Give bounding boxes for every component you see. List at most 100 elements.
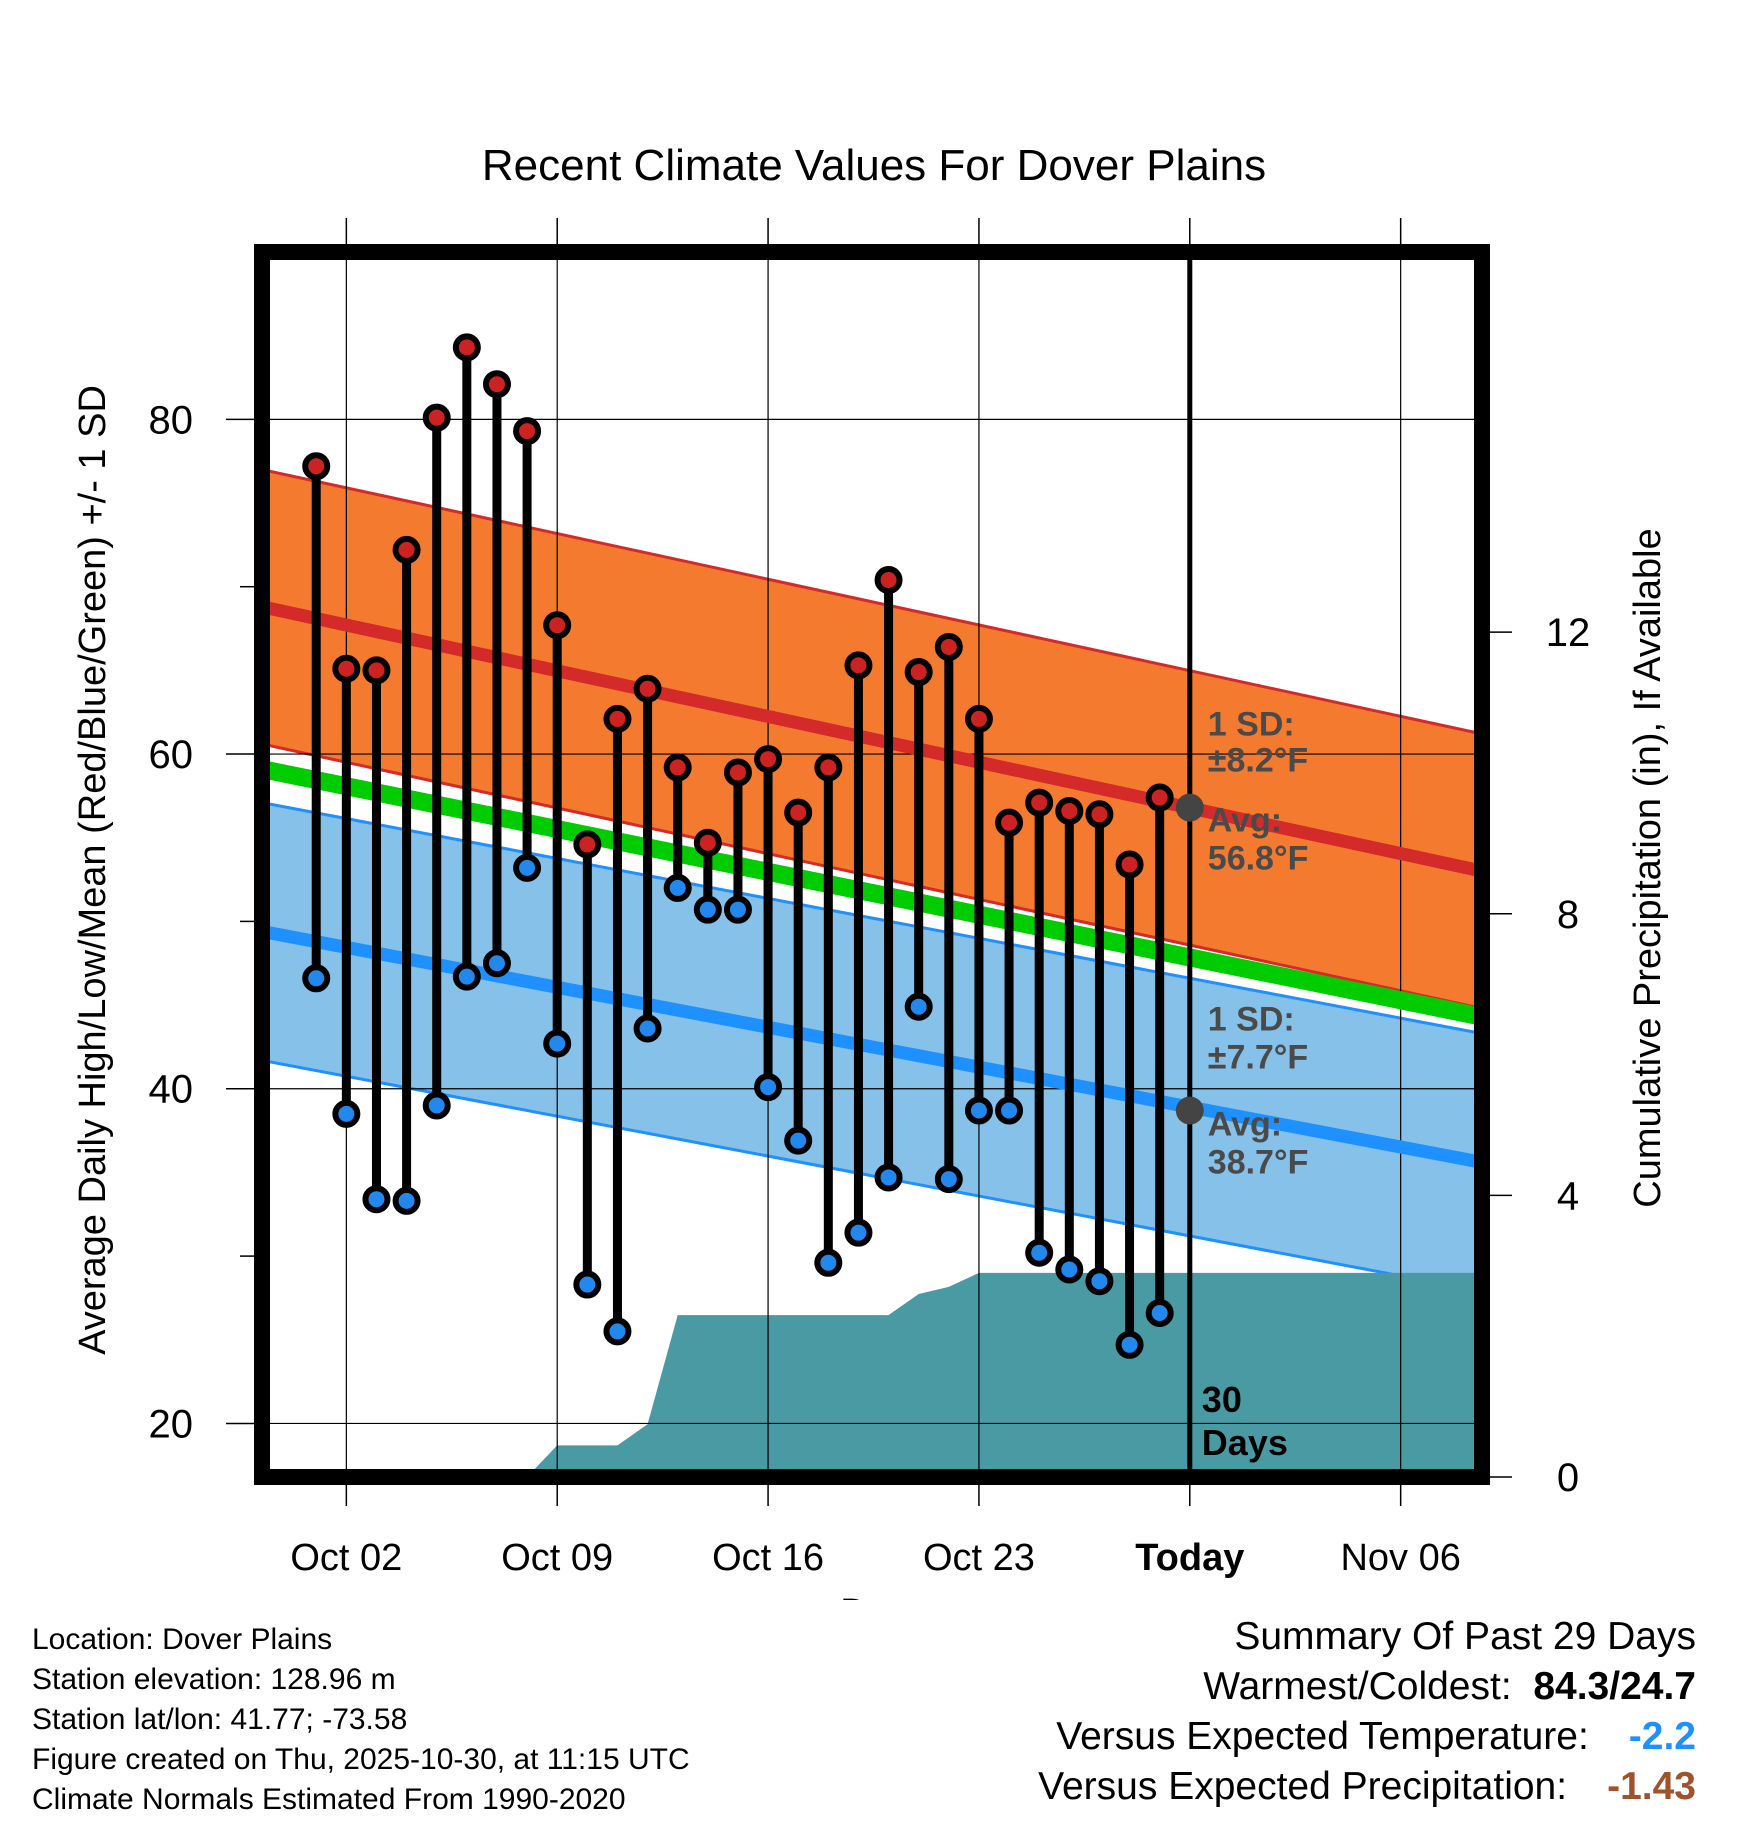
y-tick-label: 80: [149, 398, 194, 442]
low-avg-label: Avg:: [1208, 1106, 1282, 1144]
low-marker: [1145, 1298, 1174, 1327]
low-marker: [964, 1096, 993, 1125]
info-location: Location: Dover Plains: [32, 1623, 333, 1656]
high-marker: [392, 535, 421, 564]
low-marker: [422, 1091, 451, 1120]
high-marker: [754, 745, 783, 774]
low-marker: [482, 949, 511, 978]
x-tick-label: Nov 06: [1340, 1537, 1460, 1579]
y2-tick-label: 0: [1557, 1456, 1579, 1500]
low-marker: [1025, 1238, 1054, 1267]
y-tick-label: 40: [149, 1068, 194, 1112]
low-marker: [633, 1014, 662, 1043]
low-marker: [543, 1029, 572, 1058]
low-marker: [844, 1218, 873, 1247]
x-tick-label: Oct 02: [290, 1537, 402, 1579]
low-marker: [663, 873, 692, 902]
x-tick-label: Today: [1135, 1537, 1244, 1579]
high-avg-label: Avg:: [1208, 802, 1282, 840]
x-tick-label: Oct 09: [501, 1537, 613, 1579]
high-marker: [693, 828, 722, 857]
high-marker: [1085, 800, 1114, 829]
high-marker: [874, 566, 903, 595]
high-marker: [362, 656, 391, 685]
chart-title: Recent Climate Values For Dover Plains: [482, 141, 1266, 190]
high-marker: [995, 808, 1024, 837]
low-marker: [904, 992, 933, 1021]
high-marker: [1145, 783, 1174, 812]
high-marker: [573, 830, 602, 859]
high-marker: [844, 651, 873, 680]
x-tick-label: Oct 23: [923, 1537, 1035, 1579]
high-marker: [543, 611, 572, 640]
today-high-avg-dot: [1175, 793, 1204, 822]
warm-cold-value: 84.3/24.7: [1533, 1665, 1696, 1708]
summary-panel: Summary Of Past 29 Days Warmest/Coldest:…: [1038, 1612, 1696, 1812]
high-sd-label: 1 SD:: [1208, 706, 1295, 744]
high-marker: [934, 632, 963, 661]
station-info: Location: Dover Plains Station elevation…: [32, 1620, 690, 1820]
window-days-number: 30: [1202, 1379, 1242, 1420]
summary-title: Summary Of Past 29 Days: [1234, 1615, 1696, 1658]
info-elevation: Station elevation: 128.96 m: [32, 1663, 396, 1696]
low-marker: [1115, 1330, 1144, 1359]
precip-anomaly-label: Versus Expected Precipitation:: [1038, 1765, 1568, 1808]
high-marker: [513, 417, 542, 446]
low-marker: [1085, 1267, 1114, 1296]
low-marker: [603, 1317, 632, 1346]
high-sd-value: ±8.2°F: [1208, 742, 1308, 780]
low-marker: [814, 1248, 843, 1277]
today-low-avg-dot: [1175, 1096, 1204, 1125]
low-marker: [754, 1073, 783, 1102]
high-marker: [1025, 788, 1054, 817]
high-marker: [332, 654, 361, 683]
high-marker: [723, 758, 752, 787]
high-marker: [784, 798, 813, 827]
high-marker: [904, 658, 933, 687]
precip-area: [527, 1272, 1482, 1477]
y2-tick-label: 4: [1557, 1174, 1579, 1218]
warm-cold-label: Warmest/Coldest:: [1203, 1665, 1512, 1708]
low-marker: [573, 1270, 602, 1299]
low-marker: [934, 1165, 963, 1194]
high-marker: [964, 704, 993, 733]
low-marker: [362, 1185, 391, 1214]
normal-low-band-lower: [262, 1058, 1482, 1293]
x-tick-label: Oct 16: [712, 1537, 824, 1579]
high-marker: [422, 403, 451, 432]
y-tick-label: 60: [149, 733, 194, 777]
high-avg-value: 56.8°F: [1208, 840, 1309, 878]
low-marker: [1055, 1255, 1084, 1284]
plot-frame: [254, 244, 1490, 1485]
low-marker: [874, 1163, 903, 1192]
high-marker: [603, 704, 632, 733]
high-marker: [452, 333, 481, 362]
info-latlon: Station lat/lon: 41.77; -73.58: [32, 1703, 408, 1736]
y-axis-label: Average Daily High/Low/Mean (Red/Blue/Gr…: [72, 385, 114, 1355]
info-created: Figure created on Thu, 2025-10-30, at 11…: [32, 1743, 690, 1776]
x-axis-label: Day: [840, 1592, 908, 1600]
high-marker: [1115, 850, 1144, 879]
temp-anomaly-label: Versus Expected Temperature:: [1056, 1715, 1589, 1758]
high-marker: [1055, 796, 1084, 825]
low-marker: [784, 1126, 813, 1155]
y2-axis-label: Cumulative Precipitation (in), If Availa…: [1627, 528, 1669, 1207]
high-marker: [663, 753, 692, 782]
y2-tick-label: 8: [1557, 893, 1579, 937]
low-avg-value: 38.7°F: [1208, 1144, 1309, 1182]
high-marker: [814, 753, 843, 782]
low-marker: [723, 895, 752, 924]
low-marker: [332, 1099, 361, 1128]
high-marker: [633, 674, 662, 703]
climate-chart: Recent Climate Values For Dover Plains 1…: [72, 141, 1669, 1600]
low-marker: [302, 964, 331, 993]
y2-tick-label: 12: [1546, 611, 1591, 655]
low-sd-value: ±7.7°F: [1208, 1039, 1308, 1077]
high-marker: [302, 452, 331, 481]
y-tick-label: 20: [149, 1402, 194, 1446]
low-marker: [452, 962, 481, 991]
window-days-label: Days: [1202, 1422, 1288, 1463]
temp-anomaly-value: -2.2: [1628, 1715, 1696, 1758]
low-marker: [392, 1186, 421, 1215]
precip-anomaly-value: -1.43: [1607, 1765, 1696, 1808]
